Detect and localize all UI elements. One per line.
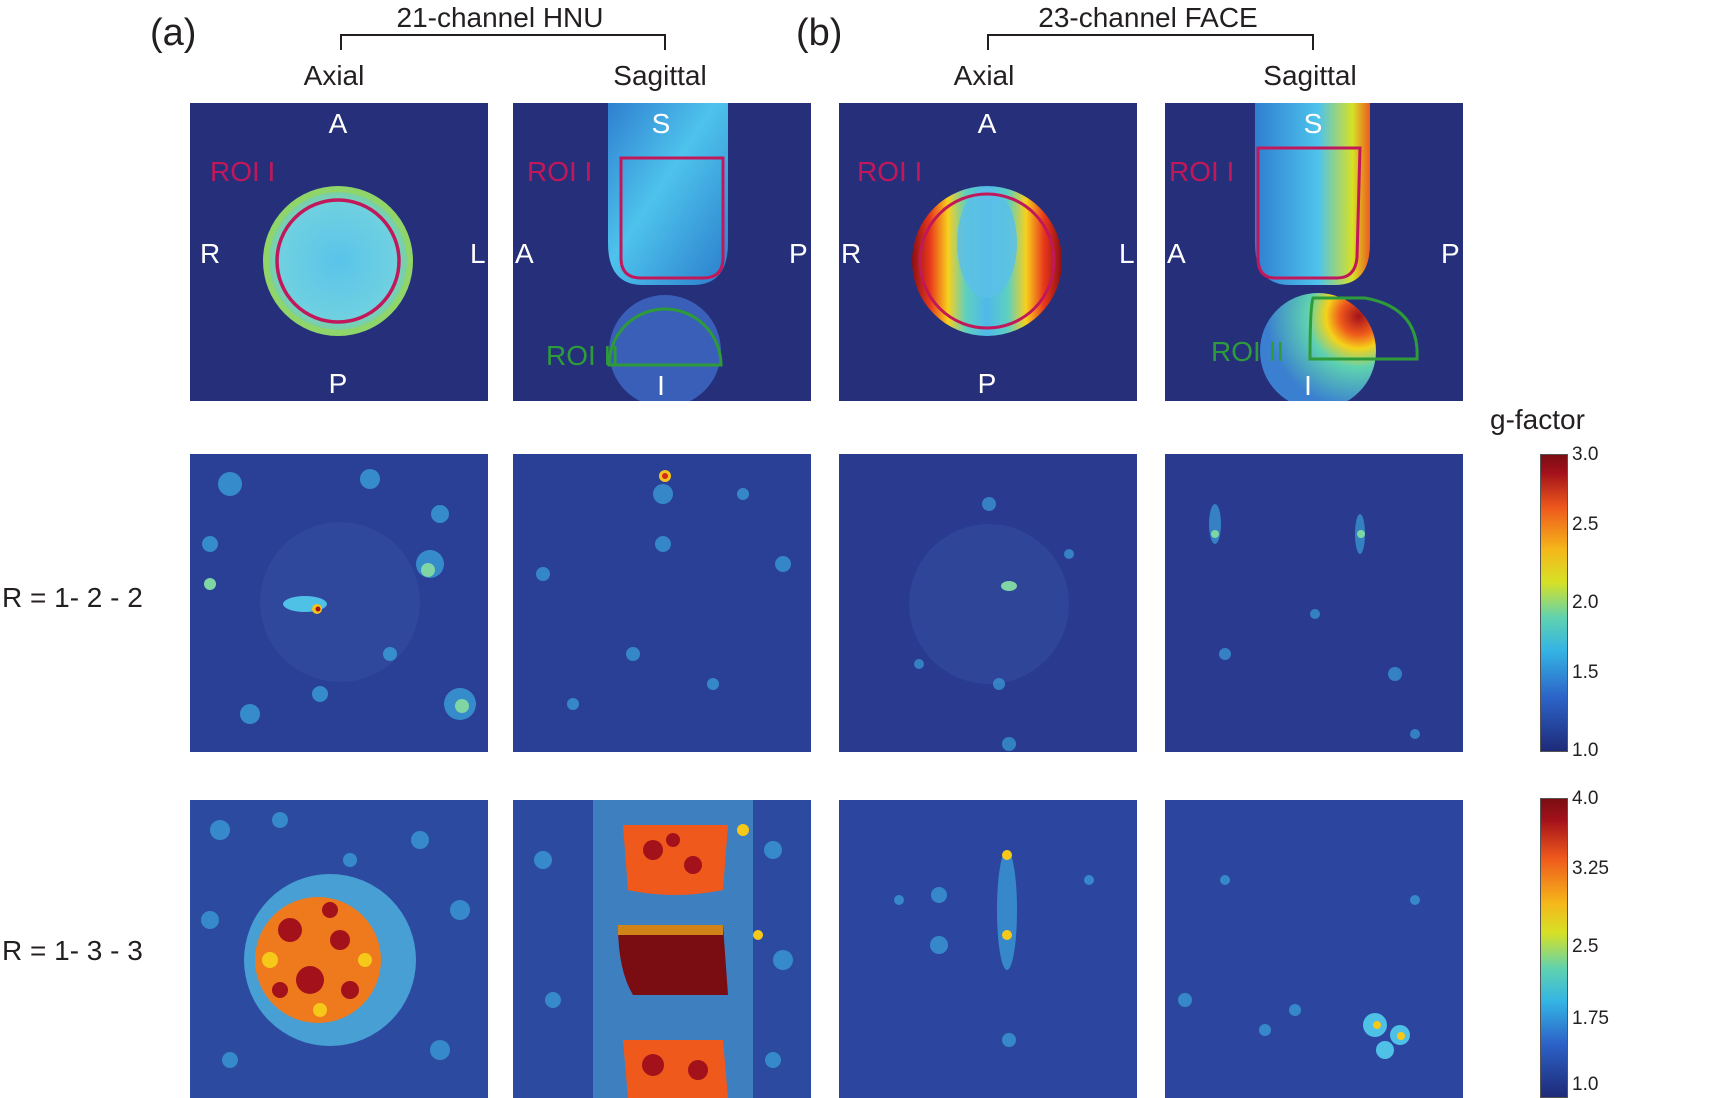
- roi2-label: ROI II: [546, 340, 619, 371]
- orientation-label-bottom: P: [329, 368, 348, 399]
- orientation-label-top: S: [1304, 108, 1323, 139]
- colorbar-r122-tick: 2.0: [1572, 592, 1599, 613]
- orientation-label-left: A: [515, 238, 534, 269]
- image-hnu-sagittal-gfactor-r133: [513, 800, 811, 1098]
- group-bracket-face: [987, 34, 1314, 50]
- column-title-face-sagittal: Sagittal: [1263, 60, 1357, 91]
- image-hnu-sagittal-gfactor-r122: [513, 454, 811, 752]
- image-face-sagittal-magnitude: S I A P ROI I ROI II: [1165, 103, 1463, 401]
- orientation-label-right: L: [470, 238, 486, 269]
- orientation-label-right: P: [1441, 238, 1460, 269]
- colorbar-r133-tick: 1.0: [1572, 1074, 1599, 1095]
- roi1-label: ROI I: [210, 156, 275, 187]
- panel-letter-a: (a): [150, 12, 197, 54]
- group-bracket-hnu: [340, 34, 666, 50]
- colorbar-r122-tick: 2.5: [1572, 514, 1599, 535]
- orientation-label-bottom: P: [978, 368, 997, 399]
- roi1-label: ROI I: [1169, 156, 1234, 187]
- image-face-sagittal-gfactor-r133: [1165, 800, 1463, 1098]
- colorbar-r133: [1540, 798, 1568, 1098]
- orientation-label-top: A: [329, 108, 348, 139]
- colorbar-r122-tick: 1.0: [1572, 740, 1599, 761]
- orientation-label-left: A: [1167, 238, 1186, 269]
- colorbar-r133-tick: 4.0: [1572, 788, 1599, 809]
- row-label-r133: R = 1- 3 - 3: [2, 935, 143, 966]
- roi2-label: ROI II: [1211, 336, 1284, 367]
- roi1-label: ROI I: [857, 156, 922, 187]
- group-title-hnu: 21-channel HNU: [396, 2, 604, 33]
- image-hnu-sagittal-magnitude: S I A P ROI I ROI II: [513, 103, 811, 401]
- row-label-r122: R = 1- 2 - 2: [2, 582, 143, 613]
- colorbar-r133-tick: 3.25: [1572, 858, 1609, 879]
- orientation-label-bottom: I: [657, 370, 665, 401]
- roi1-label: ROI I: [527, 156, 592, 187]
- orientation-label-top: S: [652, 108, 671, 139]
- image-face-axial-gfactor-r133: [839, 800, 1137, 1098]
- group-title-face: 23-channel FACE: [1038, 2, 1258, 33]
- orientation-label-right: P: [789, 238, 808, 269]
- image-hnu-axial-gfactor-r133: [190, 800, 488, 1098]
- colorbar-title: g-factor: [1490, 404, 1585, 435]
- image-face-sagittal-gfactor-r122: [1165, 454, 1463, 752]
- column-title-hnu-axial: Axial: [303, 60, 365, 91]
- colorbar-r122-tick: 3.0: [1572, 444, 1599, 465]
- colorbar-r133-tick: 1.75: [1572, 1008, 1609, 1029]
- panel-letter-b: (b): [796, 12, 843, 54]
- column-title-face-axial: Axial: [953, 60, 1015, 91]
- orientation-label-left: R: [200, 238, 220, 269]
- orientation-label-right: L: [1119, 238, 1135, 269]
- colorbar-r122: [1540, 454, 1568, 752]
- orientation-label-bottom: I: [1304, 370, 1312, 401]
- image-hnu-axial-gfactor-r122: [190, 454, 488, 752]
- image-face-axial-magnitude: A P R L ROI I: [839, 103, 1137, 401]
- colorbar-r133-tick: 2.5: [1572, 936, 1599, 957]
- image-hnu-axial-magnitude: A P R L ROI I: [190, 103, 488, 401]
- colorbar-r122-tick: 1.5: [1572, 662, 1599, 683]
- image-face-axial-gfactor-r122: [839, 454, 1137, 752]
- column-title-hnu-sagittal: Sagittal: [613, 60, 707, 91]
- orientation-label-top: A: [978, 108, 997, 139]
- orientation-label-left: R: [841, 238, 861, 269]
